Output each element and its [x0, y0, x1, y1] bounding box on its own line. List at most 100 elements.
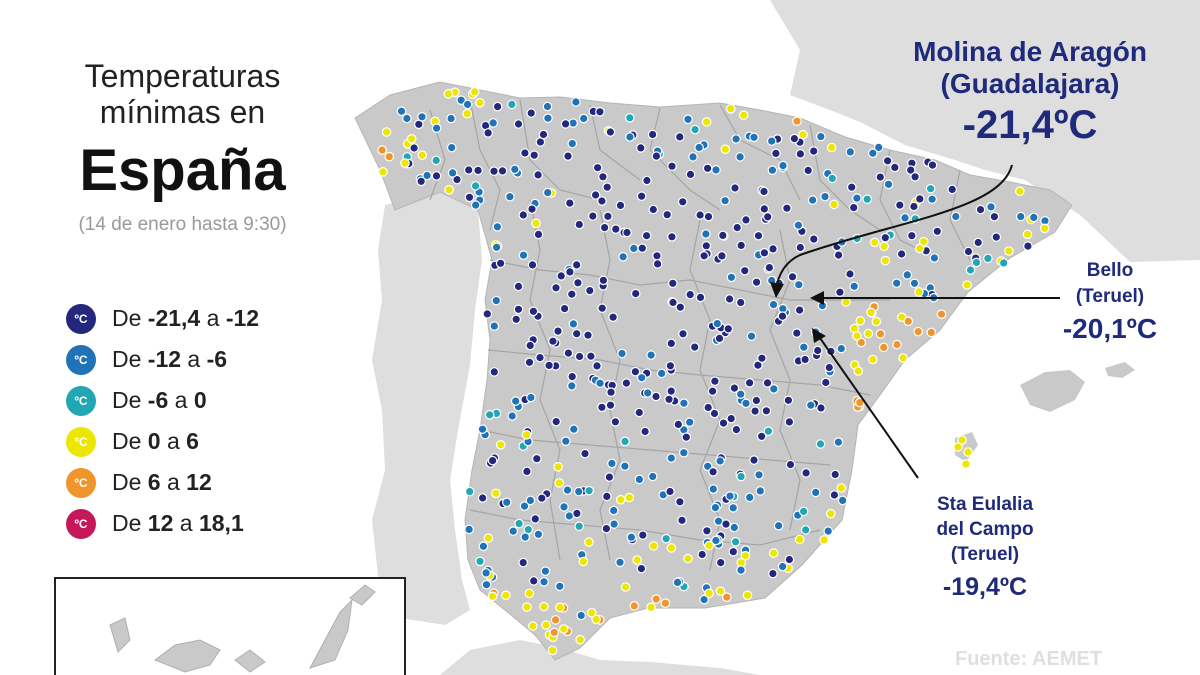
station-marker: [518, 250, 529, 260]
station-marker: [567, 138, 578, 149]
callout-molina-province: (Guadalajara): [940, 68, 1120, 99]
station-marker: [625, 132, 635, 142]
station-marker: [478, 541, 489, 552]
station-marker: [606, 387, 616, 397]
station-marker: [487, 591, 498, 602]
station-marker: [464, 524, 474, 535]
station-marker: [525, 495, 536, 506]
station-marker: [624, 113, 635, 123]
station-marker: [607, 458, 617, 469]
station-marker: [759, 248, 770, 258]
station-marker: [560, 119, 571, 129]
station-marker: [849, 281, 859, 292]
station-marker: [641, 230, 652, 241]
station-marker: [913, 326, 923, 337]
station-marker: [416, 176, 426, 187]
station-marker: [527, 621, 538, 631]
station-marker: [873, 142, 884, 153]
station-marker: [998, 258, 1009, 268]
station-marker: [533, 229, 544, 240]
station-marker: [855, 315, 866, 326]
station-marker: [595, 378, 605, 388]
station-marker: [815, 131, 826, 142]
station-marker: [675, 302, 686, 312]
legend-prefix: De: [112, 469, 148, 495]
station-marker: [801, 468, 811, 478]
station-marker: [530, 514, 541, 524]
title-line-1: Temperaturas: [84, 58, 281, 94]
station-marker: [634, 407, 645, 418]
temperature-legend: ºC De -21,4 a -12 ºC De -12 a -6 ºC De -…: [66, 298, 259, 544]
station-marker: [837, 495, 848, 506]
station-marker: [906, 230, 917, 241]
station-marker: [446, 113, 456, 124]
station-marker: [636, 191, 647, 201]
station-marker: [542, 101, 553, 112]
legend-to: 18,1: [198, 510, 244, 536]
station-marker: [518, 210, 529, 220]
station-marker: [521, 429, 532, 440]
station-marker: [632, 555, 642, 565]
station-marker: [647, 471, 658, 482]
menorca-island: [1105, 362, 1135, 378]
station-marker: [759, 204, 770, 214]
station-marker: [841, 297, 851, 307]
station-marker: [526, 392, 536, 403]
station-marker: [720, 195, 730, 206]
station-marker: [800, 354, 810, 365]
station-marker: [791, 328, 802, 338]
station-marker: [524, 357, 535, 368]
thermometer-icon: ºC: [66, 508, 96, 539]
legend-item: ºC De -6 a 0: [66, 380, 259, 421]
station-marker: [483, 128, 493, 138]
station-marker: [381, 127, 392, 137]
station-marker: [905, 165, 916, 175]
station-marker: [571, 260, 582, 270]
station-marker: [574, 351, 585, 362]
legend-from: -21,4: [147, 305, 201, 331]
station-marker: [551, 282, 561, 293]
station-marker: [620, 461, 630, 471]
station-marker: [753, 230, 764, 241]
station-marker: [891, 278, 902, 288]
station-marker: [642, 388, 653, 398]
station-marker: [735, 152, 745, 162]
station-marker: [475, 98, 485, 108]
station-marker: [768, 244, 778, 254]
station-marker: [522, 466, 532, 477]
station-marker: [601, 523, 612, 534]
station-marker: [725, 491, 735, 501]
callout-eulalia: Sta Eulalia del Campo (Teruel) -19,4ºC: [905, 492, 1065, 607]
portugal-landmass: [372, 192, 482, 625]
station-marker: [605, 400, 616, 410]
station-marker: [892, 339, 902, 350]
station-marker: [586, 607, 597, 618]
station-marker: [683, 114, 693, 125]
station-marker: [615, 494, 626, 505]
station-marker: [615, 200, 626, 211]
station-marker: [768, 299, 779, 310]
station-marker: [894, 200, 905, 210]
station-marker: [862, 194, 872, 204]
station-marker: [914, 194, 925, 204]
station-marker: [506, 99, 517, 110]
legend-label: De -6 a 0: [112, 387, 207, 414]
station-marker: [488, 118, 498, 128]
station-marker: [462, 99, 473, 110]
station-marker: [852, 193, 862, 203]
station-marker: [824, 362, 835, 373]
station-marker: [986, 202, 996, 212]
station-marker: [699, 251, 709, 261]
station-marker: [983, 253, 993, 264]
station-marker: [378, 167, 388, 177]
station-marker: [558, 624, 569, 634]
station-marker: [660, 598, 671, 608]
arrow-molina: [775, 164, 1013, 291]
station-marker: [762, 212, 773, 222]
station-marker: [464, 192, 475, 203]
station-marker: [666, 386, 676, 396]
station-marker: [665, 486, 675, 497]
station-marker: [875, 329, 886, 339]
station-marker: [576, 610, 586, 621]
station-marker: [792, 116, 802, 126]
